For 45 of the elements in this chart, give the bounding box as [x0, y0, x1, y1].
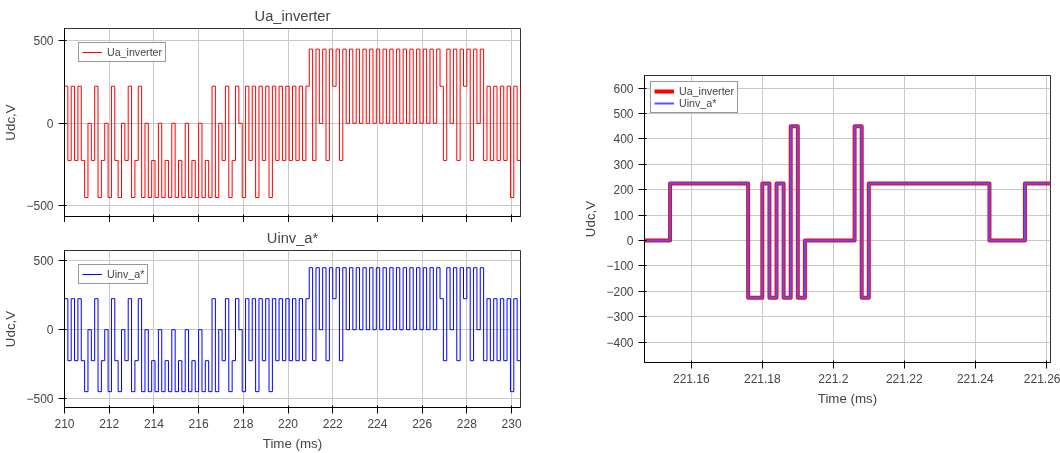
- legend-label: Ua_inverter: [107, 46, 163, 58]
- y-tick-label: −500: [26, 199, 54, 214]
- x-tick-label: 226: [412, 416, 433, 431]
- y-tick-label: 500: [613, 107, 634, 122]
- x-tick-label: 221.24: [956, 371, 994, 386]
- y-tick-label: 500: [33, 34, 54, 49]
- y-tick-label: 400: [613, 132, 634, 147]
- chart-title: Ua_inverter: [254, 7, 331, 24]
- y-tick-label: 0: [626, 234, 634, 249]
- y-axis-title: Udc,V: [583, 200, 599, 238]
- x-tick-label: 220: [278, 416, 299, 431]
- legend-label: Uinv_a*: [679, 97, 717, 109]
- x-tick-label: 210: [54, 416, 75, 431]
- y-tick-label: −200: [606, 284, 634, 299]
- x-tick-label: 212: [99, 416, 120, 431]
- x-tick-label: 214: [143, 416, 165, 431]
- y-tick-label: 200: [613, 183, 634, 198]
- y-tick-label: −400: [606, 335, 634, 350]
- x-tick-label: 221.26: [1023, 371, 1060, 386]
- x-tick-label: 222: [322, 416, 344, 431]
- legend-label: Uinv_a*: [107, 268, 145, 280]
- y-tick-label: −300: [606, 310, 634, 325]
- legend-label: Ua_inverter: [679, 85, 735, 97]
- x-tick-label: 221.16: [672, 371, 711, 386]
- y-axis-title: Udc,V: [3, 310, 19, 348]
- y-tick-label: 300: [613, 157, 634, 172]
- x-axis-title: Time (ms): [262, 435, 323, 451]
- x-tick-label: 228: [456, 416, 478, 431]
- y-tick-label: 100: [613, 208, 634, 223]
- y-axis-title: Udc,V: [3, 104, 19, 141]
- x-tick-label: 218: [233, 416, 254, 431]
- x-tick-label: 221.18: [743, 371, 781, 386]
- x-tick-label: 216: [188, 416, 209, 431]
- x-tick-label: 230: [501, 416, 522, 431]
- y-tick-label: 500: [33, 254, 54, 269]
- y-tick-label: 600: [613, 81, 634, 96]
- x-tick-label: 221.2: [818, 371, 849, 386]
- y-tick-label: 0: [46, 116, 54, 131]
- x-tick-label: 221.22: [885, 371, 923, 386]
- x-tick-label: 224: [367, 416, 388, 431]
- y-tick-label: 0: [46, 323, 54, 338]
- y-tick-label: −500: [26, 392, 54, 407]
- y-tick-label: −100: [606, 259, 634, 274]
- chart-title: Uinv_a*: [266, 229, 319, 246]
- x-axis-title: Time (ms): [817, 390, 878, 406]
